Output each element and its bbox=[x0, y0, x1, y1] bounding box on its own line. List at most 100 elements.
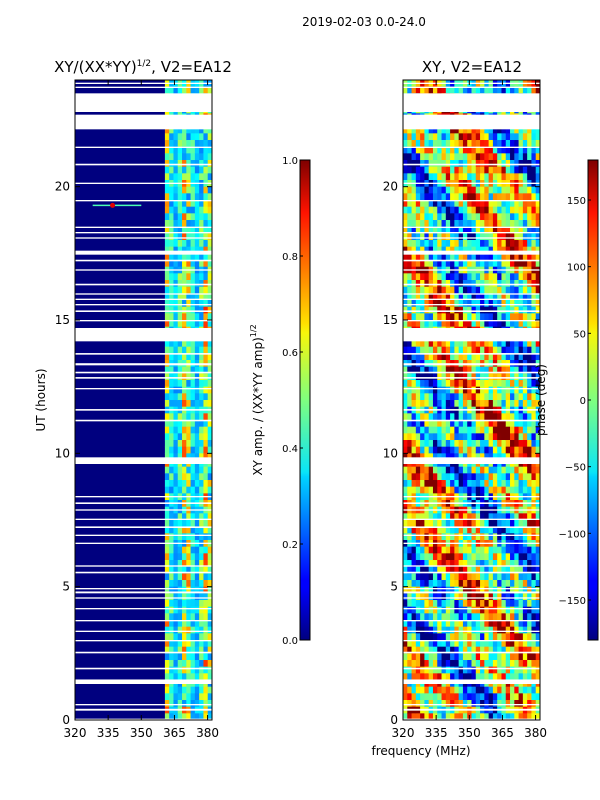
right-heatmap-cell bbox=[454, 133, 460, 141]
right-heatmap-cell bbox=[535, 480, 541, 488]
right-heatmap-cell bbox=[531, 133, 537, 141]
right-heatmap-cell bbox=[467, 86, 472, 94]
right-heatmap-cell bbox=[505, 433, 511, 441]
right-heatmap-cell bbox=[403, 586, 408, 594]
right-heatmap-cell bbox=[403, 286, 408, 294]
right-heatmap-cell bbox=[527, 366, 532, 374]
right-heatmap-cell bbox=[450, 546, 455, 554]
left-heatmap-cell bbox=[177, 226, 183, 234]
left-heatmap-cell bbox=[199, 286, 204, 294]
right-heatmap-cell bbox=[492, 293, 498, 301]
right-heatmap-cell bbox=[535, 313, 541, 321]
right-heatmap-cell bbox=[501, 206, 507, 214]
right-heatmap-cell bbox=[475, 146, 481, 154]
right-heatmap-cell bbox=[527, 420, 532, 428]
right-heatmap-cell bbox=[535, 446, 541, 454]
right-heatmap-cell bbox=[445, 533, 451, 541]
right-heatmap-cell bbox=[510, 140, 515, 148]
gap-band bbox=[403, 232, 540, 234]
left-heatmap-cell bbox=[169, 520, 174, 528]
left-heatmap-cell bbox=[164, 653, 170, 661]
right-heatmap-cell bbox=[488, 346, 494, 354]
left-heatmap-cell bbox=[182, 353, 187, 361]
right-heatmap-cell bbox=[454, 526, 460, 534]
left-heatmap-cell bbox=[207, 353, 213, 361]
right-heatmap-cell bbox=[462, 206, 468, 214]
right-heatmap-cell bbox=[522, 513, 528, 521]
right-heatmap-cell bbox=[428, 580, 434, 588]
left-heatmap-cell bbox=[190, 693, 196, 701]
right-heatmap-cell bbox=[407, 566, 412, 574]
right-heatmap-cell bbox=[407, 153, 412, 161]
right-heatmap-cell bbox=[432, 640, 438, 648]
right-heatmap-cell bbox=[411, 226, 417, 234]
right-heatmap-cell bbox=[497, 700, 502, 708]
right-heatmap-cell bbox=[454, 700, 460, 708]
right-heatmap-cell bbox=[415, 673, 421, 681]
right-heatmap-cell bbox=[488, 700, 494, 708]
right-heatmap-cell bbox=[432, 173, 438, 181]
left-heatmap-cell bbox=[186, 260, 191, 268]
right-heatmap-cell bbox=[531, 126, 537, 134]
right-heatmap-cell bbox=[505, 193, 511, 201]
right-heatmap-cell bbox=[437, 146, 442, 154]
gap-band bbox=[403, 502, 540, 504]
right-heatmap-cell bbox=[407, 646, 412, 654]
right-heatmap-cell bbox=[424, 626, 430, 634]
right-heatmap-cell bbox=[510, 673, 515, 681]
right-heatmap-cell bbox=[484, 226, 490, 234]
left-heatmap-cell bbox=[186, 253, 191, 261]
left-heatmap-cell bbox=[182, 380, 187, 388]
right-heatmap-cell bbox=[407, 366, 412, 374]
left-heatmap-cell bbox=[207, 526, 213, 534]
right-heatmap-cell bbox=[424, 666, 430, 674]
right-heatmap-cell bbox=[497, 606, 502, 614]
left-heatmap-cell bbox=[199, 713, 204, 721]
right-heatmap-cell bbox=[510, 233, 515, 241]
right-heatmap-cell bbox=[475, 186, 481, 194]
left-heatmap-cell bbox=[203, 626, 209, 634]
right-heatmap-cell bbox=[428, 220, 434, 228]
right-heatmap-cell bbox=[480, 386, 485, 394]
right-heatmap-cell bbox=[510, 653, 515, 661]
right-heatmap-cell bbox=[424, 660, 430, 668]
left-heatmap-cell bbox=[173, 413, 179, 421]
right-heatmap-cell bbox=[441, 620, 447, 628]
right-heatmap-cell bbox=[428, 466, 434, 474]
right-heatmap-cell bbox=[445, 140, 451, 148]
right-heatmap-cell bbox=[501, 173, 507, 181]
right-heatmap-cell bbox=[432, 160, 438, 168]
right-heatmap-cell bbox=[420, 346, 425, 354]
right-heatmap-cell bbox=[480, 273, 485, 281]
right-heatmap-cell bbox=[415, 380, 421, 388]
left-heatmap-cell bbox=[199, 160, 204, 168]
right-heatmap-cell bbox=[424, 380, 430, 388]
gap-band bbox=[75, 86, 212, 88]
left-heatmap-cell bbox=[177, 293, 183, 301]
left-heatmap-cell bbox=[207, 340, 213, 348]
right-heatmap-cell bbox=[488, 386, 494, 394]
right-heatmap-cell bbox=[531, 660, 537, 668]
left-heatmap-cell bbox=[186, 686, 191, 694]
right-heatmap-cell bbox=[510, 393, 515, 401]
right-heatmap-cell bbox=[510, 580, 515, 588]
right-heatmap-cell bbox=[415, 306, 421, 314]
left-heatmap-cell bbox=[203, 566, 209, 574]
right-heatmap-cell bbox=[514, 133, 519, 141]
right-heatmap-cell bbox=[403, 386, 408, 394]
right-heatmap-cell bbox=[510, 240, 515, 248]
right-heatmap-cell bbox=[501, 193, 507, 201]
right-heatmap-cell bbox=[497, 286, 502, 294]
right-heatmap-cell bbox=[501, 393, 507, 401]
right-heatmap-cell bbox=[445, 626, 451, 634]
right-heatmap-cell bbox=[437, 626, 442, 634]
right-heatmap-cell bbox=[505, 640, 511, 648]
right-heatmap-cell bbox=[531, 513, 537, 521]
right-heatmap-cell bbox=[420, 320, 425, 328]
right-heatmap-cell bbox=[458, 413, 464, 421]
left-heatmap-cell bbox=[177, 233, 183, 241]
left-heatmap-cell bbox=[173, 546, 179, 554]
right-heatmap-cell bbox=[441, 480, 447, 488]
left-heatmap-cell bbox=[199, 613, 204, 621]
